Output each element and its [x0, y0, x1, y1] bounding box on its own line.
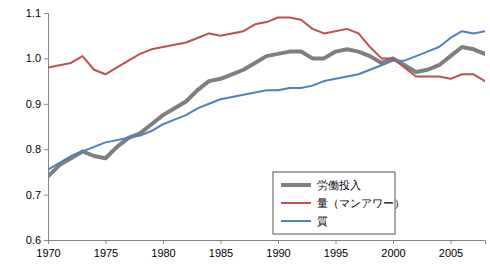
- series-line: [48, 31, 485, 169]
- x-tick: 1980: [151, 240, 175, 259]
- y-axis-line: [44, 14, 49, 241]
- y-tick-label: 0.8: [26, 143, 41, 155]
- x-tick-mark: [221, 240, 222, 244]
- y-tick-label: 0.9: [26, 98, 41, 110]
- y-tick: 0.9: [26, 98, 48, 110]
- x-tick-mark: [393, 240, 394, 244]
- lines: [48, 18, 485, 177]
- x-tick-label: 1970: [36, 247, 60, 259]
- legend-label: 労働投入: [317, 179, 361, 192]
- x-axis: 1970 1975 1980 1985 1990 1995 2000 2005: [36, 240, 485, 259]
- x-axis-line: [49, 241, 486, 245]
- y-axis: 0.6 0.7 0.8 0.9 1.0 1.1: [26, 7, 49, 246]
- y-tick-label: 0.6: [26, 234, 41, 246]
- y-tick-mark: [44, 240, 48, 241]
- legend-swatch: [281, 220, 311, 222]
- x-tick-label: 1980: [151, 247, 175, 259]
- plot: 197019751980198519901995200020050.60.70.…: [26, 7, 486, 259]
- y-tick-label: 1.1: [26, 7, 41, 19]
- x-tick-label: 1990: [266, 247, 290, 259]
- x-tick-label: 1975: [94, 247, 118, 259]
- y-tick: 1.0: [26, 52, 48, 64]
- x-tick: 2000: [381, 240, 405, 259]
- y-tick: 0.7: [26, 189, 48, 201]
- legend: 労働投入量（マンアワー） 質: [273, 172, 405, 234]
- x-tick-mark: [163, 240, 164, 244]
- x-tick-label: 1985: [209, 247, 233, 259]
- x-tick: 1975: [94, 240, 118, 259]
- legend-label: 質: [317, 215, 328, 228]
- y-tick-mark: [44, 104, 48, 105]
- y-tick-mark: [44, 58, 48, 59]
- y-tick: 0.6: [26, 234, 48, 246]
- x-tick-label: 2000: [381, 247, 405, 259]
- series-line: [48, 47, 485, 176]
- y-tick-mark: [44, 149, 48, 150]
- legend-swatch: [281, 202, 311, 204]
- x-tick-mark: [451, 240, 452, 244]
- x-tick: 2005: [439, 240, 463, 259]
- x-tick: 1990: [266, 240, 290, 259]
- y-tick: 1.1: [26, 7, 48, 19]
- y-tick-mark: [44, 13, 48, 14]
- x-tick-label: 1995: [324, 247, 348, 259]
- x-tick: 1995: [324, 240, 348, 259]
- legend-swatch: [281, 183, 311, 187]
- x-tick-label: 2005: [439, 247, 463, 259]
- series-line: [48, 18, 485, 82]
- y-tick-mark: [44, 195, 48, 196]
- y-tick-label: 1.0: [26, 52, 41, 64]
- x-tick-mark: [336, 240, 337, 244]
- chart: 197019751980198519901995200020050.60.70.…: [0, 0, 490, 270]
- legend-label: 量（マンアワー）: [317, 197, 405, 210]
- y-tick-label: 0.7: [26, 189, 41, 201]
- x-tick-mark: [278, 240, 279, 244]
- y-tick: 0.8: [26, 143, 48, 155]
- x-tick: 1985: [209, 240, 233, 259]
- x-tick-mark: [106, 240, 107, 244]
